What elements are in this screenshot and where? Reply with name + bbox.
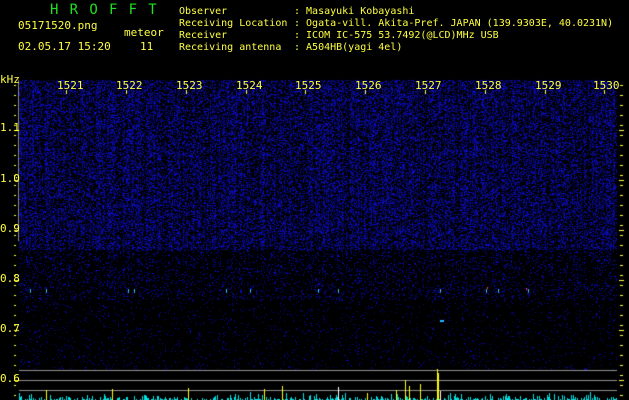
location-label: Receiving Location (179, 18, 288, 29)
time-label: 1523 (176, 79, 203, 92)
time-label: 1521 (57, 79, 84, 92)
freq-label: 0.8 (0, 272, 20, 285)
time-label: 1529 (535, 79, 562, 92)
time-label: 1525 (295, 79, 322, 92)
time-label: 1522 (116, 79, 143, 92)
time-label: 1527 (415, 79, 442, 92)
date-time: 02.05.17 15:20 (18, 40, 111, 53)
freq-label: 0.6 (0, 372, 20, 385)
receiver-value: : ICOM IC-575 53.7492(@LCD)MHz USB (294, 30, 499, 41)
time-label: 1524 (236, 79, 263, 92)
antenna-label: Receiving antenna (179, 42, 282, 53)
file-name: 05171520.png (18, 19, 98, 32)
freq-label: 1.1 (0, 121, 20, 134)
antenna-value: : A504HB(yagi 4el) (294, 42, 403, 53)
app-title: H R O F F T (50, 2, 159, 18)
receiver-label: Receiver (179, 30, 228, 41)
freq-label: 0.9 (0, 222, 20, 235)
time-label: 1530 (593, 79, 620, 92)
freq-label: 0.7 (0, 322, 20, 335)
observer-value: : Masayuki Kobayashi (294, 6, 415, 17)
observer-label: Observer (179, 6, 228, 17)
time-label: 1528 (475, 79, 502, 92)
unit-label: kHz (0, 73, 20, 86)
time-label: 1526 (355, 79, 382, 92)
location-value: : Ogata-vill. Akita-Pref. JAPAN (139.930… (294, 18, 614, 29)
meteor-label: meteor (124, 26, 164, 39)
meteor-count: 11 (140, 40, 154, 53)
freq-label: 1.0 (0, 172, 20, 185)
